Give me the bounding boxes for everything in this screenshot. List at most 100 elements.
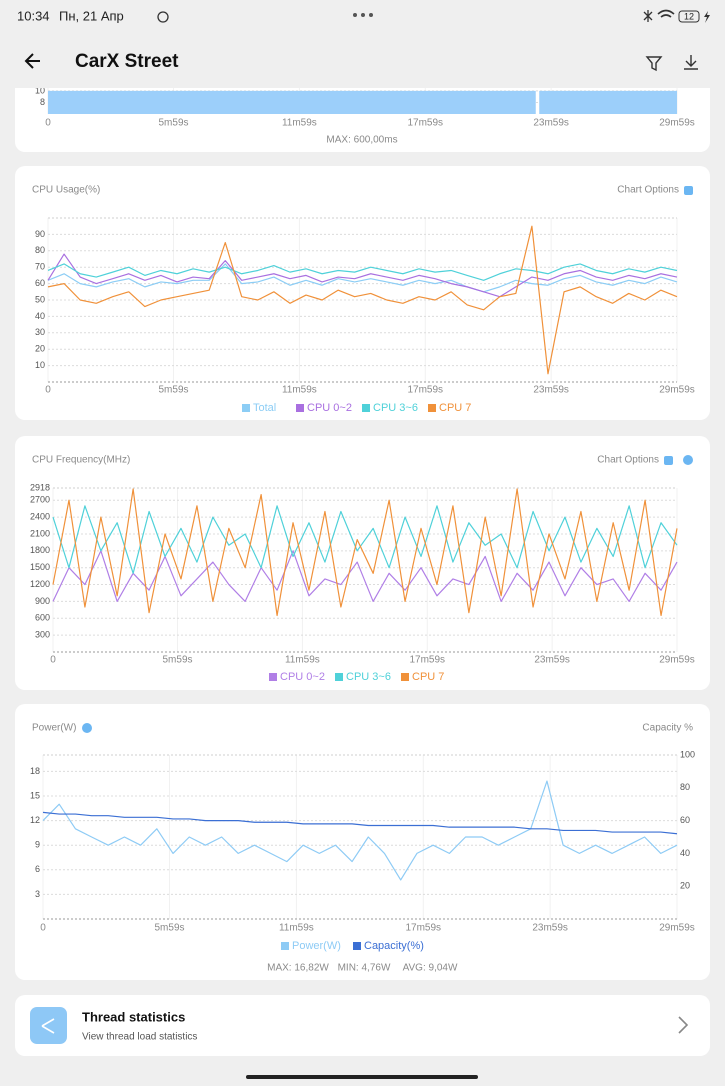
legend-label: CPU 7 (439, 402, 471, 414)
bluetooth-icon (643, 10, 653, 22)
legend-label: Total (253, 402, 276, 414)
series-line (47, 263, 678, 293)
y-tick-label: 80 (35, 245, 45, 255)
card (15, 436, 710, 690)
chart-options[interactable]: Chart Options (597, 455, 659, 466)
card (15, 704, 710, 980)
dot (353, 13, 357, 17)
y-tick-label: 9 (35, 840, 40, 850)
x-tick-label: 0 (45, 385, 51, 396)
y-tick-label: 8 (40, 97, 45, 107)
y-axis-label: Power(W) (32, 723, 76, 734)
y-tick-label: 20 (35, 344, 45, 354)
x-tick-label: 29m59s (659, 655, 695, 666)
chevron[interactable] (678, 1016, 689, 1034)
series-line (42, 780, 678, 881)
legend-label: CPU 3~6 (373, 402, 418, 414)
y-tick-label: 2700 (30, 495, 50, 505)
y-tick-label: 3 (35, 889, 40, 899)
alarm-icon (157, 11, 169, 23)
thread-card[interactable] (15, 995, 710, 1056)
series-line (52, 488, 678, 617)
x-tick-label: 23m59s (532, 923, 568, 934)
date: Пн, 21 Апр (59, 8, 124, 23)
x-tick-label: 5m59s (159, 385, 189, 396)
legend-label: Capacity(%) (364, 940, 424, 952)
x-tick-label: 29m59s (659, 118, 695, 129)
y-tick-label: 10 (35, 360, 45, 370)
stat: AVG: 9,04W (403, 963, 458, 974)
y-tick-label: 6 (35, 864, 40, 874)
battery-level: 12 (684, 11, 694, 21)
chart-title: CPU Usage(%) (32, 185, 100, 196)
filter-button[interactable] (645, 56, 663, 72)
pie-icon[interactable] (683, 455, 693, 465)
home-indicator (246, 1075, 478, 1079)
options-icon[interactable] (684, 186, 693, 195)
dot (361, 13, 365, 17)
x-tick-label: 0 (40, 923, 46, 934)
x-tick-label: 0 (45, 118, 51, 129)
page-title: CarX Street (75, 51, 179, 72)
y-tick-label: 1200 (30, 579, 50, 589)
y-tick-label: 2918 (30, 482, 50, 492)
x-tick-label: 17m59s (405, 923, 441, 934)
x-tick-label: 17m59s (409, 655, 445, 666)
y2-tick-label: 60 (680, 815, 690, 825)
stat: MIN: 4,76W (338, 963, 391, 974)
series-line (47, 253, 678, 298)
battery (678, 10, 700, 23)
charging-icon (704, 11, 710, 23)
legend-label: CPU 0~2 (280, 671, 325, 683)
x-tick-label: 17m59s (407, 385, 443, 396)
y2-tick-label: 100 (680, 749, 695, 759)
wifi-icon (657, 9, 675, 18)
y-tick-label: 600 (35, 613, 50, 623)
legend-swatch (428, 404, 436, 412)
y-tick-label: 30 (35, 327, 45, 337)
legend-swatch (281, 942, 289, 950)
legend-swatch (335, 673, 343, 681)
x-tick-label: 5m59s (155, 923, 185, 934)
x-tick-label: 17m59s (407, 118, 443, 129)
y-tick-label: 12 (30, 815, 40, 825)
chart-options[interactable]: Chart Options (617, 185, 679, 196)
legend-label: CPU 3~6 (346, 671, 391, 683)
series-line (47, 225, 678, 375)
y-tick-label: 40 (35, 311, 45, 321)
legend-swatch (269, 673, 277, 681)
stat: MAX: 16,82W (267, 963, 329, 974)
legend-swatch (401, 673, 409, 681)
x-tick-label: 29m59s (659, 923, 695, 934)
x-tick-label: 5m59s (163, 655, 193, 666)
annotation: MAX: 600,00ms (326, 135, 397, 146)
x-tick-label: 11m59s (279, 923, 314, 934)
series-line (47, 263, 678, 281)
legend-swatch (242, 404, 250, 412)
back-button[interactable] (24, 53, 40, 69)
y-tick-label: 900 (35, 596, 50, 606)
y-tick-label: 60 (35, 278, 45, 288)
y-tick-label: 2100 (30, 528, 50, 538)
x-tick-label: 11m59s (282, 385, 317, 396)
y2-tick-label: 80 (680, 782, 690, 792)
y-tick-label: 2400 (30, 511, 50, 521)
legend-label: Power(W) (292, 940, 341, 952)
y2-tick-label: 20 (680, 881, 690, 891)
card-title: Thread statistics (82, 1009, 185, 1024)
y-tick-label: 10 (35, 85, 45, 95)
legend-label: CPU 0~2 (307, 402, 352, 414)
y-tick-label: 18 (30, 766, 40, 776)
legend-swatch (353, 942, 361, 950)
refresh-icon[interactable] (82, 723, 92, 733)
y-tick-label: 15 (30, 790, 40, 800)
x-tick-label: 0 (50, 655, 56, 666)
download-button[interactable] (684, 55, 698, 70)
y-tick-label: 90 (35, 229, 45, 239)
chart-title: CPU Frequency(MHz) (32, 455, 130, 466)
series-line (42, 811, 678, 835)
y-tick-label: 50 (35, 294, 45, 304)
y-tick-label: 300 (35, 630, 50, 640)
y-tick-label: 1500 (30, 562, 50, 572)
options-icon[interactable] (664, 456, 673, 465)
